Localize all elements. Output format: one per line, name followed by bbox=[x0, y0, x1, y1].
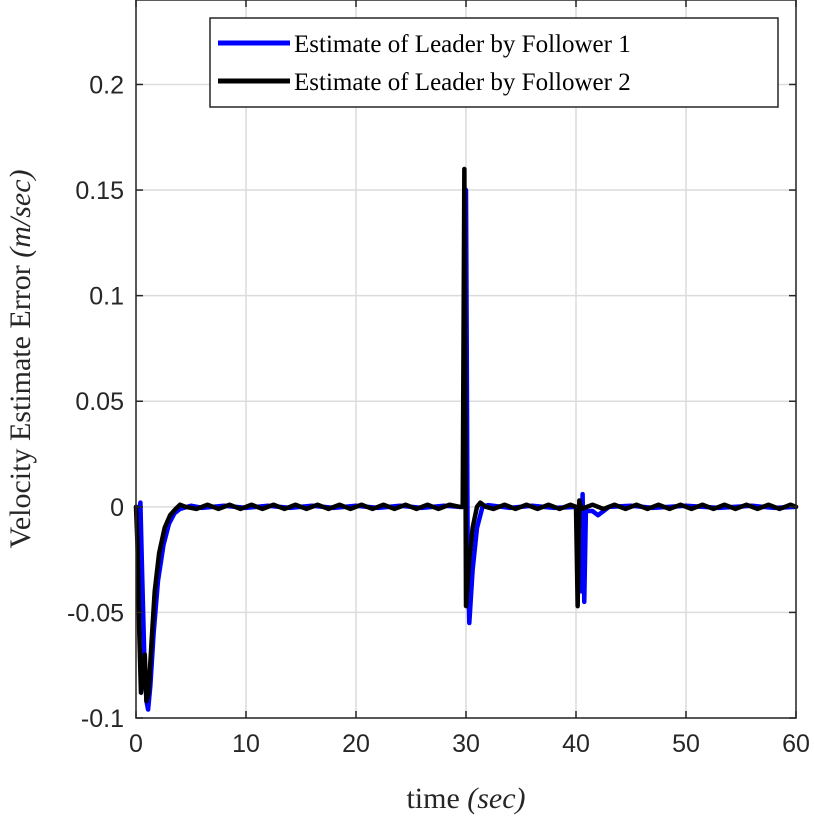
y-tick-label: 0.1 bbox=[89, 283, 124, 311]
series-line-2 bbox=[133, 166, 799, 704]
x-tick-label: 30 bbox=[452, 730, 480, 758]
y-tick-label: 0 bbox=[110, 494, 124, 522]
x-tick-label: 10 bbox=[232, 730, 260, 758]
axis-ticks bbox=[135, 0, 797, 719]
legend: Estimate of Leader by Follower 1 Estimat… bbox=[209, 17, 779, 108]
y-tick-label: 0.05 bbox=[75, 388, 124, 416]
y-tick-label: -0.1 bbox=[81, 705, 124, 733]
x-tick-label: 20 bbox=[342, 730, 370, 758]
x-tick-label: 60 bbox=[782, 730, 810, 758]
x-axis-label: time (sec) bbox=[406, 782, 525, 815]
x-tick-label: 50 bbox=[672, 730, 700, 758]
y-tick-label: 0.2 bbox=[89, 71, 124, 99]
tick-labels: 0 10 20 30 40 50 60 -0.1 -0.05 0 0.05 0.1 0.15 0.2 bbox=[67, 71, 810, 758]
legend-box bbox=[209, 17, 779, 108]
x-tick-label: 0 bbox=[129, 730, 143, 758]
legend-label-series-1: Estimate of Leader by Follower 1 bbox=[294, 31, 631, 58]
series-lines bbox=[133, 166, 799, 712]
x-tick-label: 40 bbox=[562, 730, 590, 758]
y-axis-label: Velocity Estimate Error (m/sec) bbox=[4, 169, 37, 548]
legend-label-series-2: Estimate of Leader by Follower 2 bbox=[294, 69, 631, 96]
y-tick-label: -0.05 bbox=[67, 599, 124, 627]
y-tick-label: 0.15 bbox=[75, 177, 124, 205]
